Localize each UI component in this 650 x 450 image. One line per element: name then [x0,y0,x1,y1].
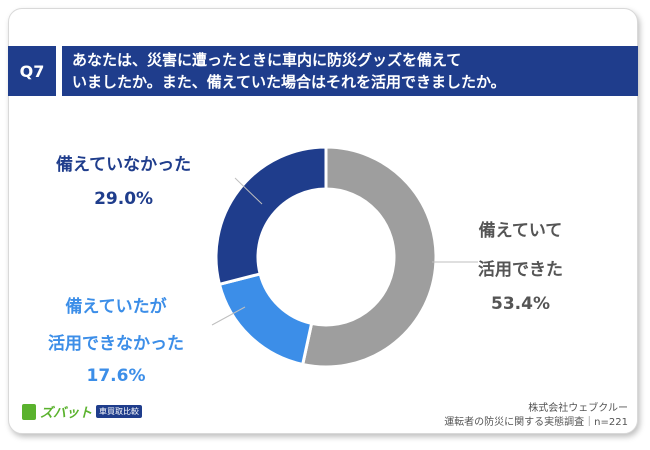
label-not-used: 備えていたが 活用できなかった 17.6% [48,292,184,386]
slice-not-used [217,272,314,367]
label-not-used-text1: 備えていたが [65,297,167,317]
company-name: 株式会社ウェブクルー [528,403,628,414]
label-used-value: 53.4% [491,294,550,314]
question-number: Q7 [19,61,45,81]
brand-logo: ズバット 車買取比較 [22,402,143,421]
label-used-text1: 備えていて [478,221,563,241]
survey-info: 運転者の防災に関する実態調査｜n=221 [444,417,628,428]
label-not-used-text2: 活用できなかった [48,334,184,354]
label-not-used-value: 17.6% [86,366,146,386]
leader-line-none [234,177,263,205]
question-text-line1: あなたは、災害に遭ったときに車内に防災グッズを備えて [72,51,462,69]
slice-used [300,145,438,369]
label-none-text: 備えていなかった [56,155,192,175]
donut-slices [214,145,438,369]
label-used-text2: 活用できた [478,260,563,280]
slice-none [214,145,328,287]
label-used: 備えていて 活用できた 53.4% [478,216,563,314]
label-none: 備えていなかった 29.0% [56,150,191,209]
question-text-line2: いましたか。また、備えていた場合はそれを活用できましたか。 [72,73,506,91]
label-none-value: 29.0% [94,189,154,209]
logo-icon [22,403,36,420]
question-number-badge: Q7 [8,46,56,96]
question-banner: あなたは、災害に遭ったときに車内に防災グッズを備えて いましたか。また、備えてい… [62,46,638,96]
leader-line-not-used [211,306,246,326]
survey-footer: 株式会社ウェブクルー 運転者の防災に関する実態調査｜n=221 [444,402,628,430]
logo-tag: 車買取比較 [96,405,143,418]
logo-text: ズバット [40,406,93,421]
